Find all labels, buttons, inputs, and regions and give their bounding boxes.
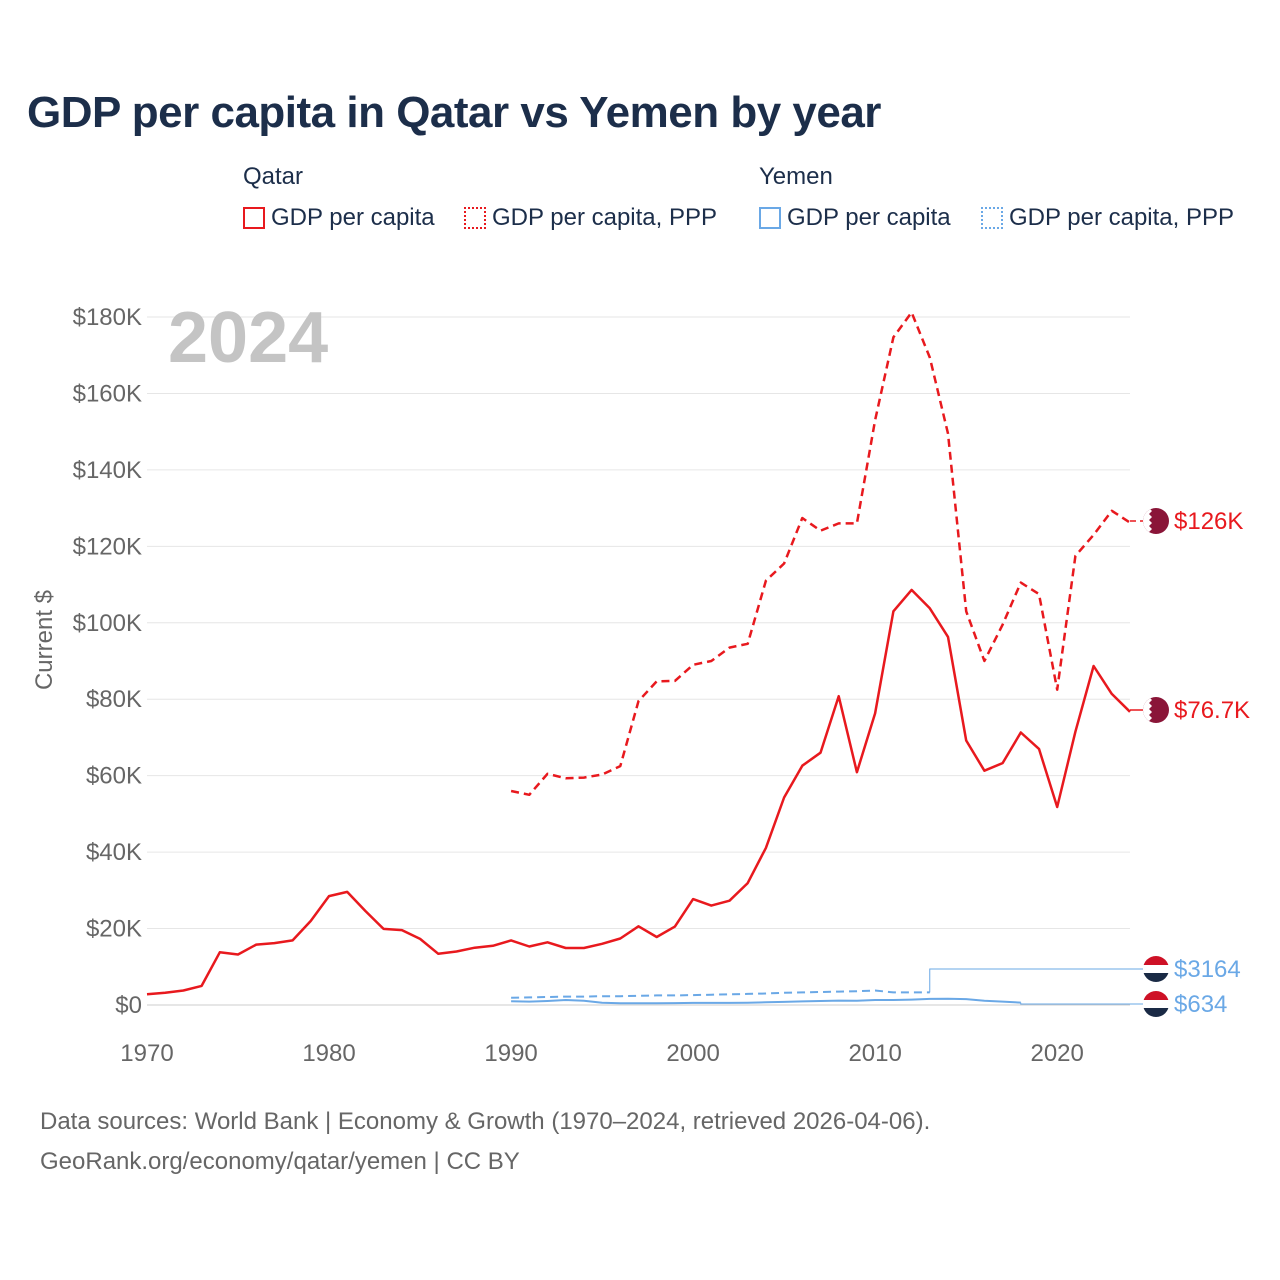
series-line-qatar-gdp-per-capita-ppp[interactable] <box>510 311 1131 797</box>
data-sources: Data sources: World Bank | Economy & Gro… <box>40 1108 931 1135</box>
legend-swatch-solid-red <box>243 207 265 229</box>
x-axis: 1970 1980 1990 2000 2010 2020 <box>120 1040 1084 1067</box>
y-tick-label: $80K <box>86 686 142 713</box>
x-tick-label: 1990 <box>484 1040 537 1067</box>
y-tick-label: $20K <box>86 916 142 943</box>
end-label-connectors <box>929 520 1143 1005</box>
x-tick-label: 1980 <box>302 1040 355 1067</box>
legend-group-qatar: Qatar <box>243 163 304 190</box>
y-tick-label: $140K <box>73 457 142 484</box>
year-watermark: 2024 <box>168 298 328 378</box>
y-tick-label: $0 <box>115 992 142 1019</box>
series-layer <box>146 311 1131 1005</box>
x-tick-label: 2010 <box>848 1040 901 1067</box>
qatar-flag-icon <box>1143 697 1169 723</box>
legend-label: GDP per capita <box>787 204 951 231</box>
x-tick-label: 1970 <box>120 1040 173 1067</box>
legend-swatch-dotted-blue <box>981 207 1003 229</box>
chart-title: GDP per capita in Qatar vs Yemen by year <box>27 88 881 137</box>
legend-label: GDP per capita, PPP <box>1009 204 1234 231</box>
legend-group-yemen: Yemen <box>759 163 833 190</box>
legend-item-qatar-gdp[interactable]: GDP per capita <box>243 204 435 232</box>
credit-link[interactable]: GeoRank.org/economy/qatar/yemen | CC BY <box>40 1148 520 1175</box>
qatar-flag-icon <box>1143 508 1169 534</box>
x-tick-label: 2000 <box>666 1040 719 1067</box>
y-axis-label: Current $ <box>31 590 58 690</box>
end-label-qatar-ppp: $126K <box>1174 508 1243 535</box>
series-line-yemen-gdp-per-capita[interactable] <box>511 997 1021 1005</box>
y-tick-label: $60K <box>86 763 142 790</box>
legend-swatch-dotted-red <box>464 207 486 229</box>
legend-item-yemen-gdp-ppp[interactable]: GDP per capita, PPP <box>981 204 1234 232</box>
legend-item-yemen-gdp[interactable]: GDP per capita <box>759 204 951 232</box>
y-tick-label: $40K <box>86 839 142 866</box>
end-label-connector <box>1020 1002 1143 1005</box>
grid-lines <box>147 316 1130 1006</box>
legend-label: GDP per capita, PPP <box>492 204 717 231</box>
legend-item-qatar-gdp-ppp[interactable]: GDP per capita, PPP <box>464 204 717 232</box>
series-line-yemen-gdp-per-capita-ppp[interactable] <box>511 989 930 999</box>
end-label-connector <box>929 968 1143 993</box>
y-tick-label: $160K <box>73 380 142 407</box>
x-tick-label: 2020 <box>1030 1040 1083 1067</box>
end-label-yemen-gdp: $634 <box>1174 991 1227 1018</box>
legend-swatch-solid-blue <box>759 207 781 229</box>
y-tick-label: $120K <box>73 533 142 560</box>
y-axis: $0 $20K $40K $60K $80K $100K $120K $140K $160K $1… <box>73 304 142 1019</box>
end-label-yemen-ppp: $3164 <box>1174 956 1241 983</box>
y-tick-label: $180K <box>73 304 142 331</box>
yemen-flag-icon <box>1143 956 1169 982</box>
yemen-flag-icon <box>1143 991 1169 1017</box>
legend-label: GDP per capita <box>271 204 435 231</box>
y-tick-label: $100K <box>73 610 142 637</box>
series-line-qatar-gdp-per-capita[interactable] <box>146 588 1131 996</box>
end-label-qatar-gdp: $76.7K <box>1174 697 1250 724</box>
line-chart: 2024 $0 $20K $40K $60K $80K $100K $120K $140K $1… <box>31 298 1250 1067</box>
